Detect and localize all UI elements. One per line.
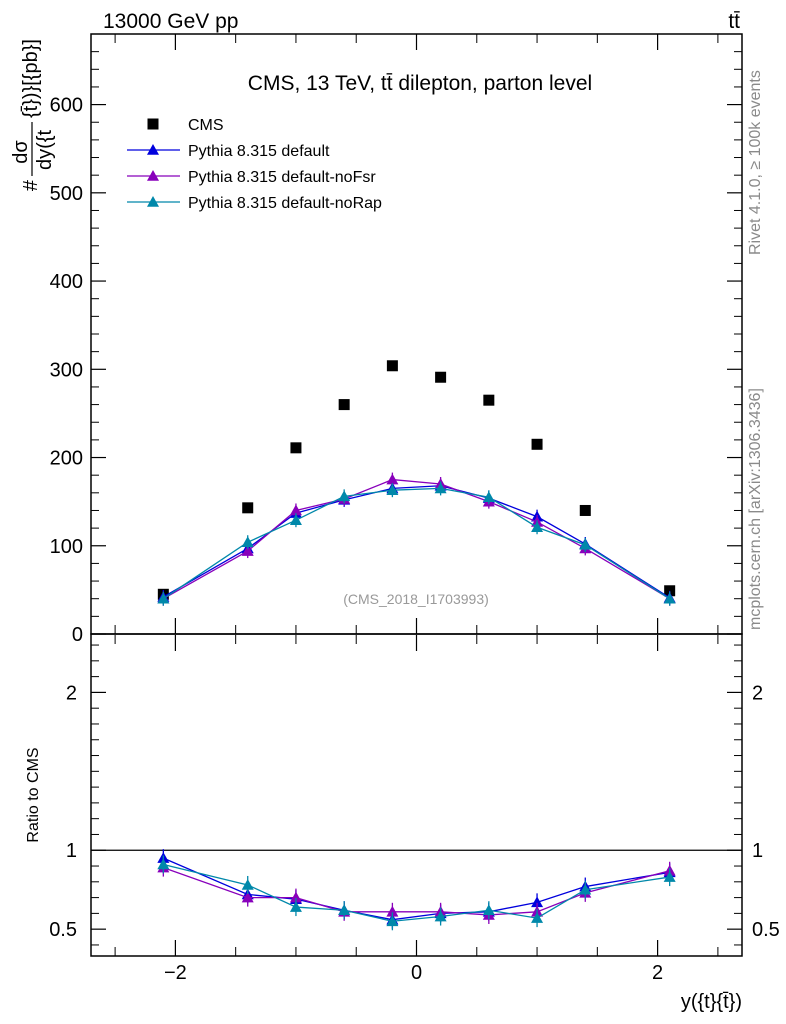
y-tick-label: 500 [50,183,83,205]
ratio-axis-ticks: 0.5 0.5 1 1 2 2 [49,644,780,946]
legend-marker-pythia-8-315-default [147,144,159,155]
x-axis-ticks: −2 0 2 [114,34,719,984]
ratio-point-pythia-8-315-default-nofsr [241,891,254,903]
ratio-tick-label-right: 1 [752,840,763,862]
ratio-tick-label-right: 2 [752,682,763,704]
ratio-point-pythia-8-315-default [531,896,544,908]
data-point-pythia-8-315-default-norap [338,490,351,502]
y-tick-label: 600 [50,95,83,117]
data-point-cms [242,502,254,514]
ratio-point-pythia-8-315-default-norap [663,871,676,882]
ratio-point-pythia-8-315-default-norap [241,878,254,890]
data-point-cms [435,371,447,383]
y-label-numerator: dσ [10,140,32,164]
ratio-point-pythia-8-315-default-norap [338,904,351,916]
ratio-line-pythia-8-315-default-nofsr [163,866,670,916]
ratio-point-pythia-8-315-default-nofsr [289,891,302,903]
data-point-pythia-8-315-default-norap [434,482,447,494]
legend-marker-pythia-8-315-default-norap [147,196,159,207]
y-tick-label: 300 [50,359,83,381]
y-label-suffix: {t̄})}[{pb}] [20,39,42,118]
data-point-pythia-8-315-default-nofsr [289,504,302,516]
y-tick-label: 0 [72,624,83,646]
series-line-pythia-8-315-default-norap [162,487,671,600]
legend: CMS Pythia 8.315 default Pythia 8.315 defa… [127,117,382,212]
main-axis-ticks: 0 100 200 300 400 500 600 [50,51,742,646]
data-point-pythia-8-315-default-nofsr [386,473,399,485]
main-series-layer [157,360,676,606]
data-point-pythia-8-315-default-nofsr [241,545,254,556]
ratio-tick-label: 0.5 [49,919,77,941]
ratio-line-pythia-8-315-default [163,857,670,921]
ratio-point-pythia-8-315-default-norap [157,858,170,870]
ratio-tick-label-right: 0.5 [752,919,780,941]
data-point-cms [483,394,495,406]
legend-marker-pythia-8-315-default-nofsr [147,170,159,181]
energy-label: 13000 GeV pp [103,10,238,33]
ratio-y-label: Ratio to CMS [25,747,42,842]
data-point-cms [386,360,398,372]
process-label: tt̄ [728,10,740,33]
ratio-series-layer [157,849,676,931]
y-tick-label: 100 [50,536,83,558]
data-point-cms [579,504,591,516]
legend-marker-cms [147,118,159,130]
x-tick-label: −2 [164,962,187,984]
x-tick-label: 2 [652,962,663,984]
data-point-cms [338,399,350,411]
ratio-point-pythia-8-315-default-norap [289,901,302,912]
data-point-pythia-8-315-default-norap [386,484,399,495]
data-point-cms [290,442,302,454]
x-tick-label: 0 [411,962,422,984]
series-line-pythia-8-315-default-nofsr [163,478,670,600]
ratio-tick-label: 2 [66,682,77,704]
legend-label-cms: CMS [188,117,224,134]
ratio-point-pythia-8-315-default-norap [531,912,544,923]
y-tick-label: 400 [50,271,83,293]
series-line-pythia-8-315-default [163,485,671,599]
chart-title: CMS, 13 TeV, tt̄ dilepton, parton level [248,72,592,95]
ratio-point-pythia-8-315-default-norap [386,915,399,927]
ratio-point-pythia-8-315-default-norap [434,910,447,922]
y-label-denominator: dy({t [34,130,56,170]
ratio-line-pythia-8-315-default-norap [163,863,670,922]
y-label-prefix: # [20,179,42,191]
ratio-point-pythia-8-315-default-nofsr [386,905,399,917]
ratio-point-pythia-8-315-default-norap [579,883,592,895]
data-point-pythia-8-315-default-norap [157,592,170,604]
legend-label-pythia-8-315-default-nofsr: Pythia 8.315 default-noFsr [188,169,376,186]
y-tick-label: 200 [50,448,83,470]
data-point-cms [664,585,676,597]
ratio-point-pythia-8-315-default-norap [482,904,495,916]
analysis-watermark: (CMS_2018_I1703993) [343,591,489,607]
data-point-pythia-8-315-default-norap [531,521,544,533]
data-point-pythia-8-315-default-norap [663,592,676,604]
ratio-tick-label: 1 [66,840,77,862]
legend-label-pythia-8-315-default: Pythia 8.315 default [188,143,330,160]
data-point-pythia-8-315-default-norap [579,538,592,550]
x-axis-label: y({t}{t̄}) [681,991,742,1013]
data-point-cms [531,438,543,450]
rivet-version-label: Rivet 4.1.0, ≥ 100k events [747,70,764,255]
legend-label-pythia-8-315-default-norap: Pythia 8.315 default-noRap [188,195,382,212]
data-point-pythia-8-315-default-norap [289,514,302,525]
data-point-pythia-8-315-default-norap [241,536,254,548]
main-y-label: # dσ dy({t {t̄})}[{pb}] [10,39,56,191]
data-point-pythia-8-315-default-norap [482,491,495,503]
source-label: mcplots.cern.ch [arXiv:1306.3436] [747,388,764,630]
ratio-plot-frame [90,633,743,957]
